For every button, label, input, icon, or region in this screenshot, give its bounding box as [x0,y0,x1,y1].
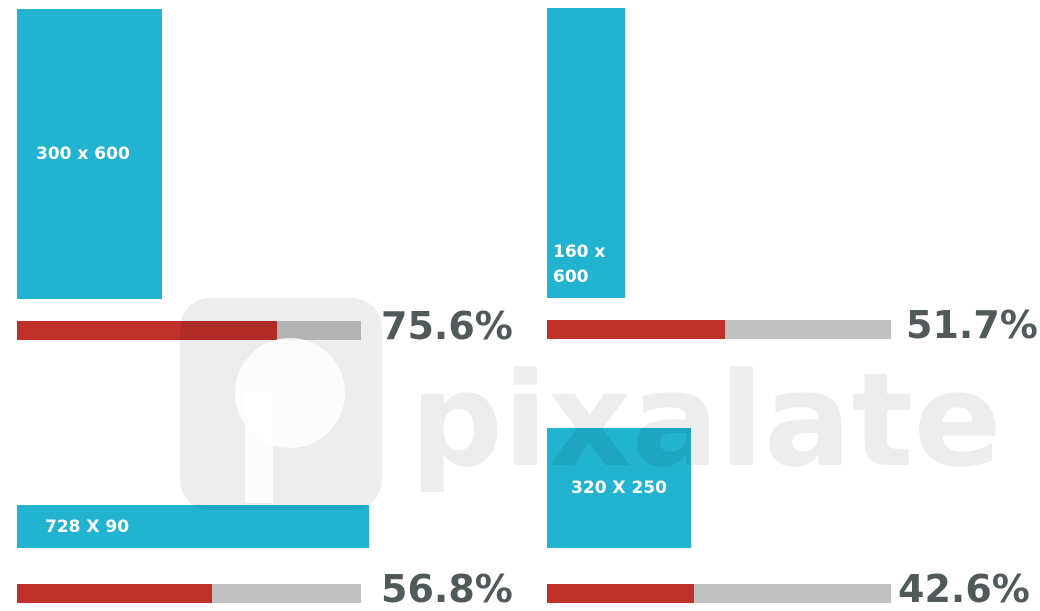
ad-size-label: 300 x 600 [36,144,130,164]
ad-size-label: 728 X 90 [45,516,130,537]
value-label: 51.7% [906,303,1038,347]
ad-box: 728 X 90 [17,505,369,548]
bar [17,321,278,340]
ad-size-label: 320 X 250 [571,478,667,498]
bar [547,320,725,339]
ad-box: 300 x 600 [17,9,162,299]
bar [547,584,694,603]
value-label: 42.6% [898,567,1030,611]
ad-box: 320 X 250 [547,428,691,548]
watermark-text: pixalate [410,344,1002,496]
value-label: 75.6% [381,304,513,348]
ad-box: 160 x 600 [547,8,625,298]
ad-size-label: 160 x 600 [553,242,606,287]
watermark-logo [180,298,382,510]
value-label: 56.8% [381,567,513,611]
bar [17,584,213,603]
